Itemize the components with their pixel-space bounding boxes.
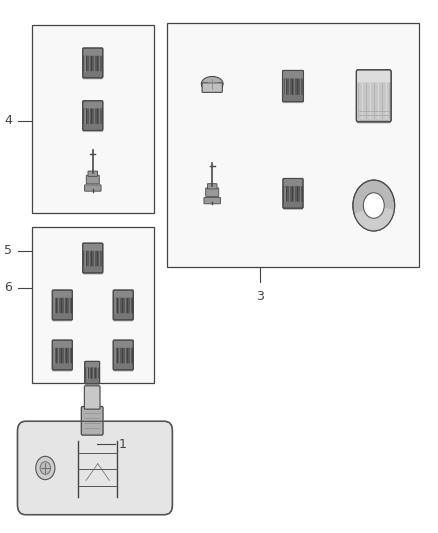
Bar [32,227,154,383]
FancyBboxPatch shape [83,124,102,130]
FancyBboxPatch shape [113,290,133,320]
FancyBboxPatch shape [53,341,72,348]
FancyBboxPatch shape [114,290,133,298]
FancyBboxPatch shape [88,171,98,176]
Ellipse shape [201,76,223,91]
FancyBboxPatch shape [283,179,303,208]
FancyBboxPatch shape [83,71,102,77]
Text: 5: 5 [4,244,12,257]
FancyBboxPatch shape [83,101,103,131]
Wedge shape [354,206,394,231]
FancyBboxPatch shape [83,101,102,108]
Circle shape [363,193,384,218]
FancyBboxPatch shape [208,184,217,189]
Text: 3: 3 [256,290,264,303]
FancyBboxPatch shape [206,188,219,196]
Bar [167,22,419,266]
FancyBboxPatch shape [283,70,304,103]
FancyBboxPatch shape [83,243,103,273]
FancyBboxPatch shape [52,290,72,321]
FancyBboxPatch shape [113,290,133,321]
FancyBboxPatch shape [53,313,72,319]
FancyBboxPatch shape [18,421,173,515]
Text: 1: 1 [119,438,127,450]
FancyBboxPatch shape [204,197,220,204]
FancyBboxPatch shape [83,244,102,251]
FancyBboxPatch shape [85,378,99,383]
FancyBboxPatch shape [83,48,103,78]
FancyBboxPatch shape [202,83,223,92]
Bar [32,25,154,214]
Circle shape [353,180,395,231]
Text: 4: 4 [4,114,12,127]
FancyBboxPatch shape [283,179,303,210]
FancyBboxPatch shape [86,175,99,184]
Circle shape [36,456,55,480]
FancyBboxPatch shape [53,290,72,298]
FancyBboxPatch shape [283,71,303,78]
FancyBboxPatch shape [53,364,72,369]
FancyBboxPatch shape [357,70,391,122]
FancyBboxPatch shape [357,71,390,83]
FancyBboxPatch shape [283,201,303,208]
FancyBboxPatch shape [283,95,303,101]
FancyBboxPatch shape [52,290,72,320]
FancyBboxPatch shape [113,340,133,372]
FancyBboxPatch shape [283,70,304,102]
FancyBboxPatch shape [114,313,133,319]
FancyBboxPatch shape [52,340,72,370]
FancyBboxPatch shape [83,266,102,272]
FancyBboxPatch shape [85,185,101,191]
FancyBboxPatch shape [114,341,133,348]
FancyBboxPatch shape [83,48,103,79]
FancyBboxPatch shape [52,340,72,372]
FancyBboxPatch shape [83,101,103,132]
FancyBboxPatch shape [114,364,133,369]
FancyBboxPatch shape [85,362,99,367]
FancyBboxPatch shape [81,407,103,435]
FancyBboxPatch shape [85,386,100,409]
FancyBboxPatch shape [357,70,391,123]
Circle shape [40,462,50,474]
FancyBboxPatch shape [83,49,102,56]
FancyBboxPatch shape [85,361,99,385]
FancyBboxPatch shape [283,179,303,186]
FancyBboxPatch shape [83,243,103,274]
FancyBboxPatch shape [113,340,133,370]
Text: 6: 6 [4,281,12,294]
FancyBboxPatch shape [85,361,99,384]
